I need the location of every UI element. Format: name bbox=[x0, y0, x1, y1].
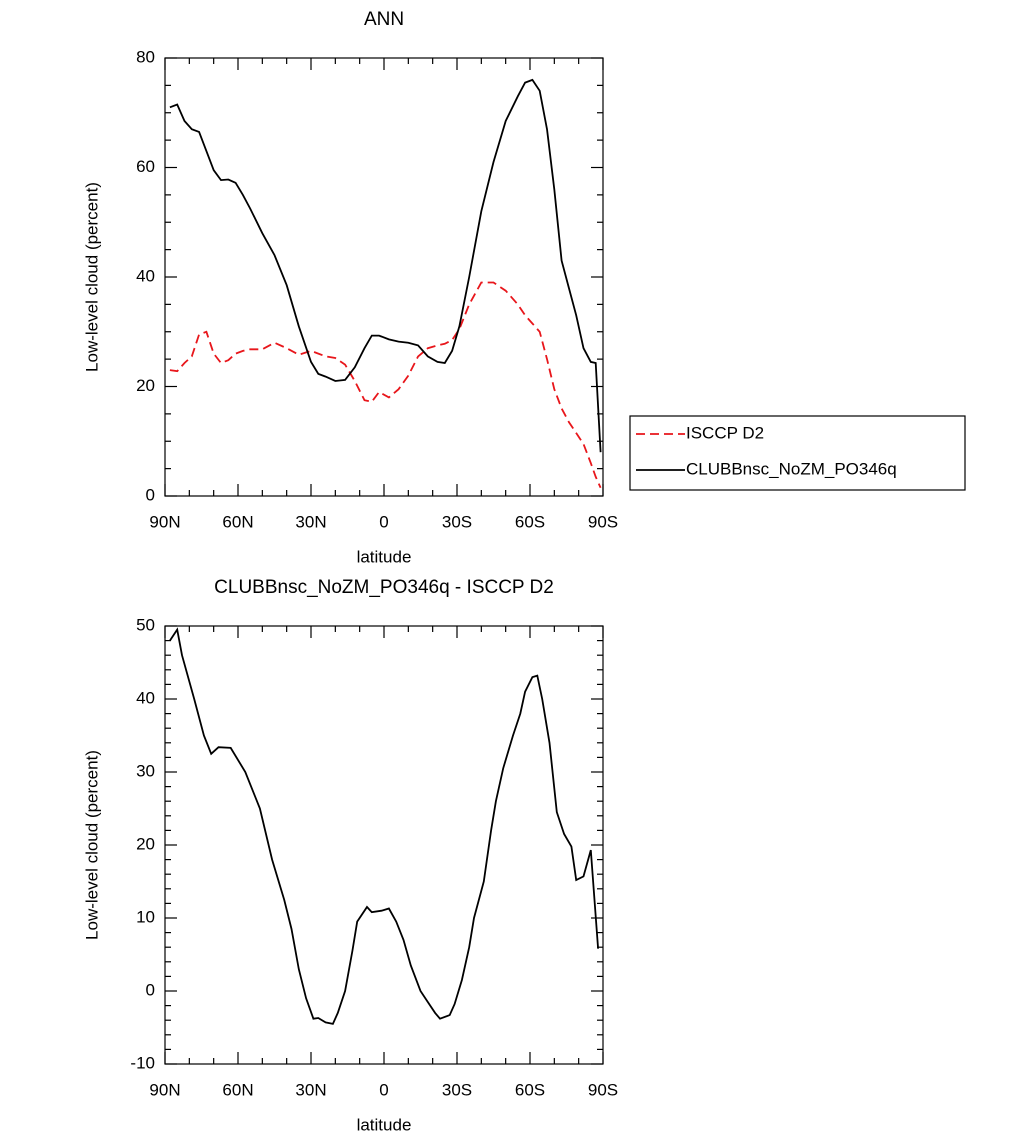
x-tick-label: 60N bbox=[222, 1080, 253, 1099]
series-line bbox=[169, 281, 602, 489]
series-line bbox=[169, 627, 599, 1025]
legend-box bbox=[629, 415, 966, 491]
x-axis-label: latitude bbox=[357, 1115, 412, 1134]
x-axis-label: latitude bbox=[357, 547, 412, 566]
plot: CLUBBnsc_NoZM_PO346q - ISCCP D2 latitude L… bbox=[82, 577, 618, 1134]
chart-title: CLUBBnsc_NoZM_PO346q - ISCCP D2 bbox=[214, 577, 554, 598]
plot: ANN latitude Low-level cloud (percent) 0 20 4… bbox=[82, 9, 966, 566]
y-tick-label: 0 bbox=[146, 980, 155, 999]
y-axis-label: Low-level cloud (percent) bbox=[82, 182, 101, 372]
y-tick-label: 0 bbox=[146, 485, 155, 504]
x-tick-label: 60S bbox=[515, 512, 545, 531]
plot-frame bbox=[164, 57, 604, 497]
x-tick-label: 30S bbox=[442, 512, 472, 531]
x-tick-label: 90N bbox=[149, 512, 180, 531]
y-tick-label: 40 bbox=[136, 266, 155, 285]
y-tick-label: 60 bbox=[136, 157, 155, 176]
series-line bbox=[169, 78, 602, 453]
y-axis-label: Low-level cloud (percent) bbox=[82, 750, 101, 940]
x-tick-label: 30S bbox=[442, 1080, 472, 1099]
y-tick-label: 20 bbox=[136, 376, 155, 395]
y-tick-label: 80 bbox=[136, 47, 155, 66]
x-tick-label: 0 bbox=[379, 1080, 388, 1099]
y-tick-label: 20 bbox=[136, 834, 155, 853]
y-tick-label: 10 bbox=[136, 907, 155, 926]
y-tick-label: 50 bbox=[136, 615, 155, 634]
x-tick-label: 0 bbox=[379, 512, 388, 531]
x-tick-label: 30N bbox=[295, 1080, 326, 1099]
x-tick-label: 60S bbox=[515, 1080, 545, 1099]
y-tick-label: 30 bbox=[136, 761, 155, 780]
y-tick-label: -10 bbox=[130, 1053, 155, 1072]
legend-label: CLUBBnsc_NoZM_PO346q bbox=[686, 459, 897, 478]
x-tick-label: 90N bbox=[149, 1080, 180, 1099]
y-tick-label: 40 bbox=[136, 688, 155, 707]
x-tick-label: 90S bbox=[588, 512, 618, 531]
chart-title: ANN bbox=[364, 9, 404, 30]
plot-frame bbox=[164, 625, 604, 1065]
x-tick-label: 60N bbox=[222, 512, 253, 531]
legend: ISCCP D2 CLUBBnsc_NoZM_PO346q bbox=[629, 415, 966, 491]
legend-label: ISCCP D2 bbox=[686, 423, 764, 442]
x-tick-label: 90S bbox=[588, 1080, 618, 1099]
x-tick-label: 30N bbox=[295, 512, 326, 531]
